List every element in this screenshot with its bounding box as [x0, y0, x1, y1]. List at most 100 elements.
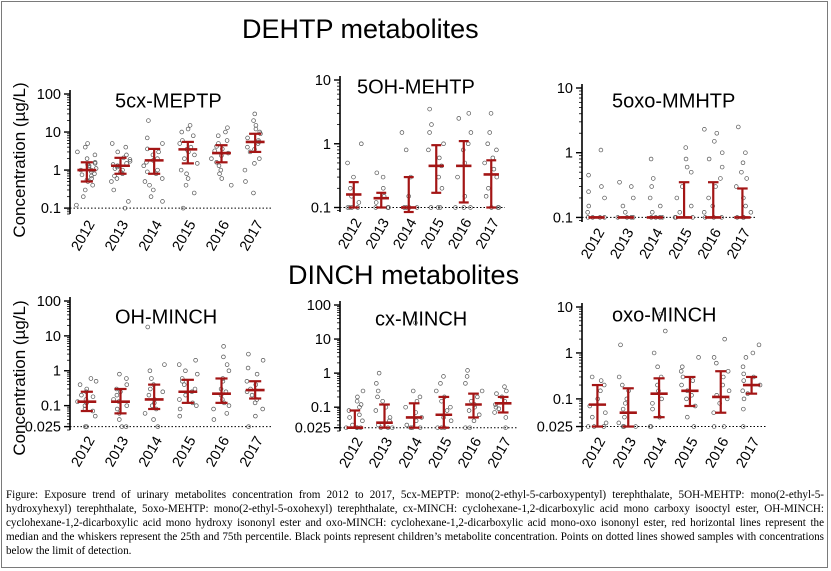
data-point: [711, 355, 717, 360]
y-tick-label: 10: [45, 329, 61, 345]
data-point: [148, 194, 154, 199]
data-point: [185, 176, 191, 181]
data-point: [486, 186, 491, 191]
data-point: [718, 176, 723, 181]
x-tick-label: 2014: [136, 434, 166, 470]
data-point: [183, 368, 188, 373]
data-point: [504, 388, 509, 394]
data-point: [183, 182, 189, 188]
data-point: [124, 376, 129, 381]
data-point: [373, 408, 379, 413]
data-point: [586, 203, 592, 209]
data-point: [109, 141, 115, 146]
data-point: [740, 364, 746, 370]
data-point: [494, 147, 499, 153]
data-point: [254, 371, 260, 377]
data-point: [192, 152, 197, 158]
x-tick-label: 2013: [363, 216, 393, 252]
data-point: [114, 392, 120, 398]
data-point: [466, 111, 472, 116]
data-point: [176, 362, 182, 367]
data-point: [598, 378, 604, 383]
y-tick-label: 10: [315, 73, 331, 89]
data-point: [617, 179, 622, 185]
data-point: [494, 174, 500, 180]
data-point: [448, 404, 453, 410]
data-point: [603, 420, 609, 426]
data-point: [124, 152, 129, 158]
data-point: [252, 161, 257, 166]
data-point: [260, 358, 266, 363]
data-point: [82, 144, 88, 150]
data-point: [441, 141, 446, 147]
x-tick-label: 2014: [391, 216, 421, 252]
data-point: [741, 378, 746, 383]
y-tick-label: 1: [323, 366, 331, 382]
data-point: [711, 424, 717, 429]
data-point: [127, 159, 133, 164]
data-point: [743, 150, 748, 155]
data-point: [253, 123, 259, 128]
y-tick-label: 1: [323, 137, 331, 153]
data-point: [359, 141, 364, 147]
data-point: [590, 414, 595, 420]
x-tick-label: 2014: [136, 218, 166, 254]
data-point: [434, 388, 439, 394]
data-point: [721, 424, 727, 429]
data-point: [403, 147, 409, 153]
data-point: [674, 195, 680, 201]
data-point: [123, 144, 129, 150]
data-point: [93, 378, 99, 384]
data-point: [374, 170, 380, 176]
data-point: [455, 174, 460, 180]
panel-title: 5OH-MEHTP: [357, 77, 475, 99]
data-point: [714, 130, 720, 136]
x-tick-label: 2016: [703, 435, 733, 471]
data-point: [482, 160, 487, 166]
x-tick-label: 2015: [672, 435, 702, 471]
data-point: [146, 118, 151, 123]
data-point: [427, 130, 432, 135]
data-point: [589, 374, 595, 380]
data-point: [734, 184, 739, 189]
data-point: [354, 398, 360, 404]
data-point: [623, 401, 628, 406]
data-point: [151, 417, 156, 422]
data-point: [468, 205, 473, 210]
data-point: [629, 184, 634, 189]
data-point: [245, 365, 251, 371]
data-point: [180, 205, 186, 211]
data-point: [160, 389, 166, 394]
x-tick-label: 2016: [695, 226, 725, 262]
data-point: [358, 402, 364, 407]
data-point: [177, 397, 182, 402]
data-point: [651, 176, 656, 181]
data-point: [655, 364, 660, 370]
x-tick-label: 2014: [396, 435, 426, 471]
data-point: [92, 171, 97, 177]
data-point: [181, 382, 187, 387]
data-point: [374, 381, 379, 386]
data-point: [750, 350, 756, 356]
x-tick-label: 2017: [485, 435, 515, 471]
data-point: [439, 186, 445, 191]
data-point: [756, 342, 762, 348]
data-point: [691, 424, 697, 429]
data-point: [211, 406, 216, 412]
x-tick-label: 2014: [637, 226, 667, 262]
data-point: [719, 150, 725, 155]
y-tick-label: 100: [37, 87, 61, 103]
x-tick-label: 2015: [418, 216, 448, 252]
data-point: [712, 139, 717, 144]
data-point: [585, 424, 591, 429]
data-point: [177, 406, 183, 412]
x-tick-label: 2013: [366, 435, 396, 471]
data-point: [650, 401, 655, 406]
data-point: [678, 368, 684, 374]
data-point: [427, 106, 432, 112]
data-point: [109, 179, 114, 184]
data-point: [684, 164, 690, 170]
data-point: [680, 364, 685, 370]
x-tick-label: 2017: [724, 226, 754, 262]
data-point: [429, 122, 434, 127]
